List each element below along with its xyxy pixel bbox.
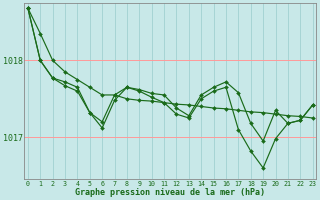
- X-axis label: Graphe pression niveau de la mer (hPa): Graphe pression niveau de la mer (hPa): [75, 188, 265, 197]
